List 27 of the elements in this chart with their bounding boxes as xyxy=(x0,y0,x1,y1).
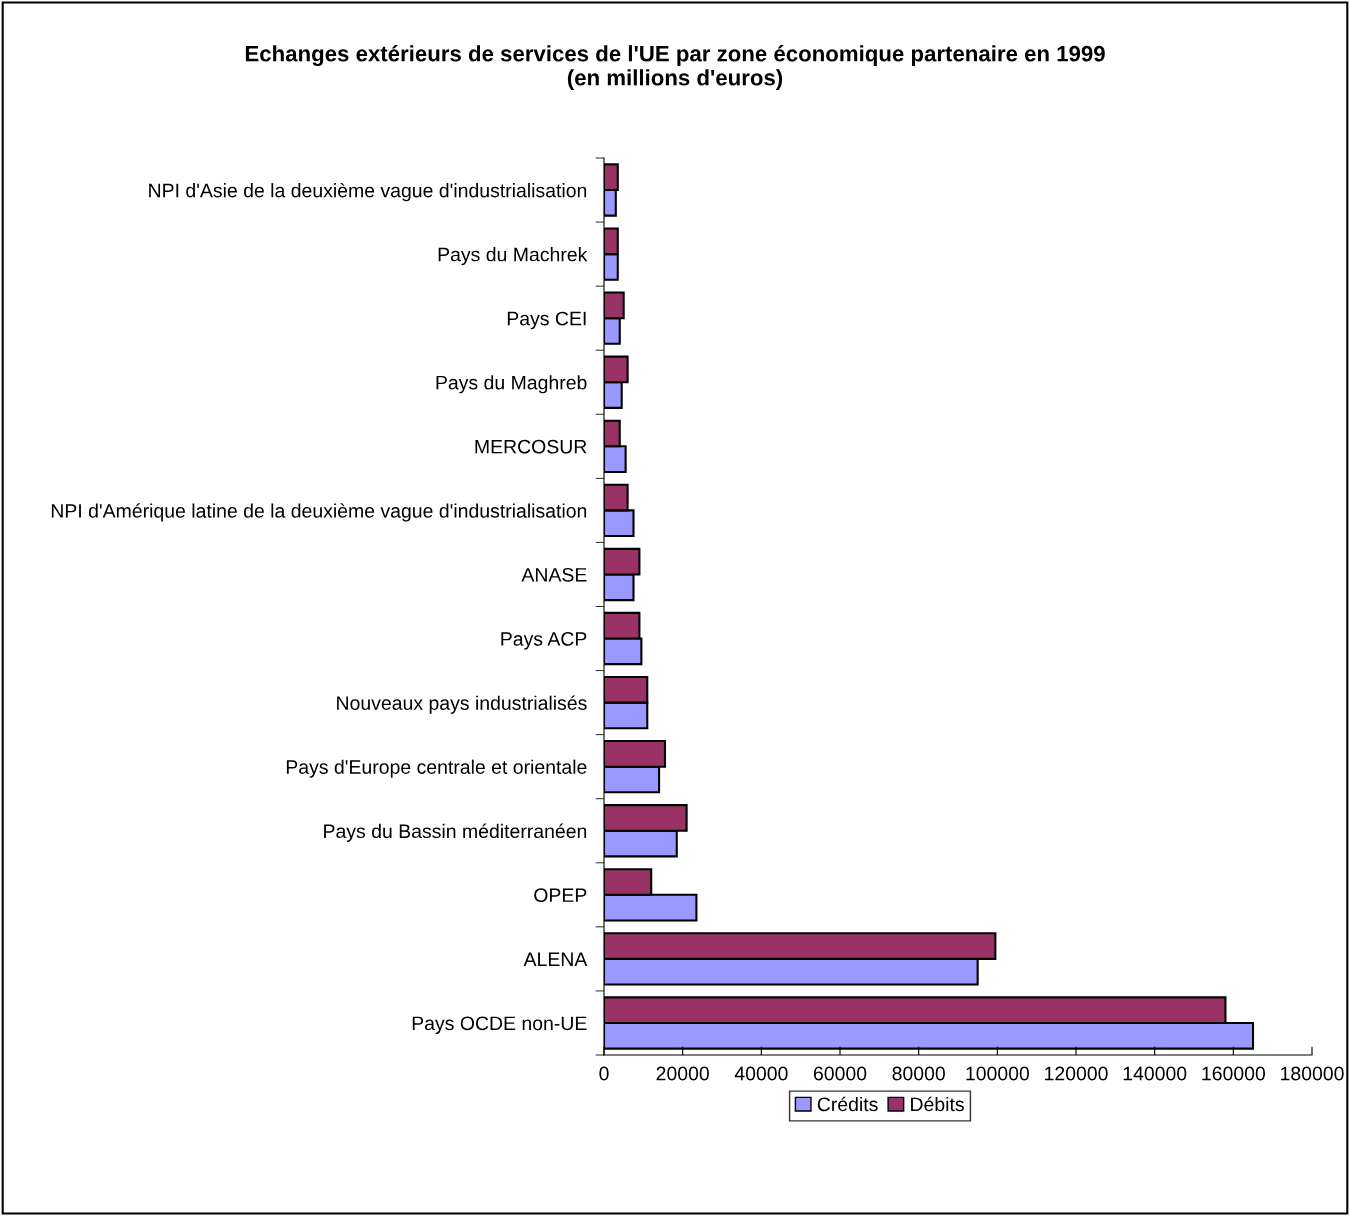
x-tick-label: 40000 xyxy=(734,1066,788,1081)
y-tick-label: NPI d'Amérique latine de la deuxième vague d'industrialisation xyxy=(51,503,587,522)
y-tick-label: NPI d'Asie de la deuxième vague d'industrialisation xyxy=(149,182,587,202)
y-tick-label: Pays du Maghreb xyxy=(436,375,587,394)
x-tick-label: 180000 xyxy=(1281,1066,1344,1081)
y-tick-label: ALENA xyxy=(523,952,588,966)
x-tick-label: 160000 xyxy=(1202,1066,1266,1081)
y-tick-label: Pays OCDE non-UE xyxy=(412,1016,587,1035)
x-tick-label: 60000 xyxy=(813,1066,867,1081)
x-tick-label: 0 xyxy=(599,1066,609,1081)
x-tick-label: 20000 xyxy=(656,1066,709,1081)
chart-title: Echanges extérieurs de services de l'UE par zone économique partenaire en 1999 (en millions d'euros) xyxy=(245,45,1105,90)
x-tick-label: 140000 xyxy=(1123,1066,1187,1081)
y-tick-label: Pays ACP xyxy=(501,632,587,650)
y-tick-label: Pays CEI xyxy=(507,311,586,330)
legend-label: Débits xyxy=(911,1096,964,1112)
x-tick-label: 120000 xyxy=(1045,1066,1108,1081)
legend-label: Crédits xyxy=(817,1096,878,1112)
y-tick-label: MERCOSUR xyxy=(475,439,587,454)
y-tick-label: ANASE xyxy=(521,567,587,582)
y-tick-label: OPEP xyxy=(534,888,587,903)
y-tick-label: Pays d'Europe centrale et orientale xyxy=(286,759,587,778)
y-tick-label: Pays du Machrek xyxy=(438,247,588,266)
x-tick-label: 100000 xyxy=(966,1066,1030,1081)
y-tick-label: Pays du Bassin méditerranéen xyxy=(324,823,587,842)
y-tick-label: Nouveaux pays industrialisés xyxy=(337,695,587,714)
x-tick-label: 80000 xyxy=(892,1066,945,1081)
